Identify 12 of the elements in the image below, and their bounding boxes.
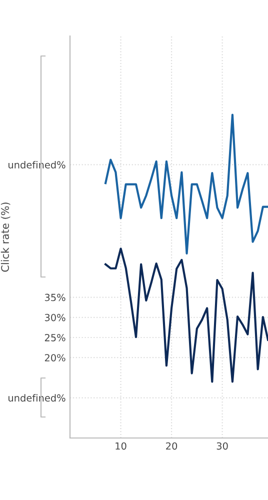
line-series <box>104 248 268 383</box>
y-axis-title: Click rate (%) <box>0 202 10 272</box>
y-tick-label: undefined% <box>8 160 66 168</box>
x-tick-label: 10 <box>116 442 126 450</box>
y-tick-label: 25% <box>44 334 66 342</box>
x-tick-label: 20 <box>166 442 178 450</box>
y-tick-label: 20% <box>44 354 66 362</box>
y-tick-label: 35% <box>44 294 66 302</box>
x-tick-label: 30 <box>216 442 228 450</box>
y-tick-label: 30% <box>44 314 66 322</box>
line-series <box>104 114 268 255</box>
y-tick-label: undefined% <box>8 394 66 402</box>
